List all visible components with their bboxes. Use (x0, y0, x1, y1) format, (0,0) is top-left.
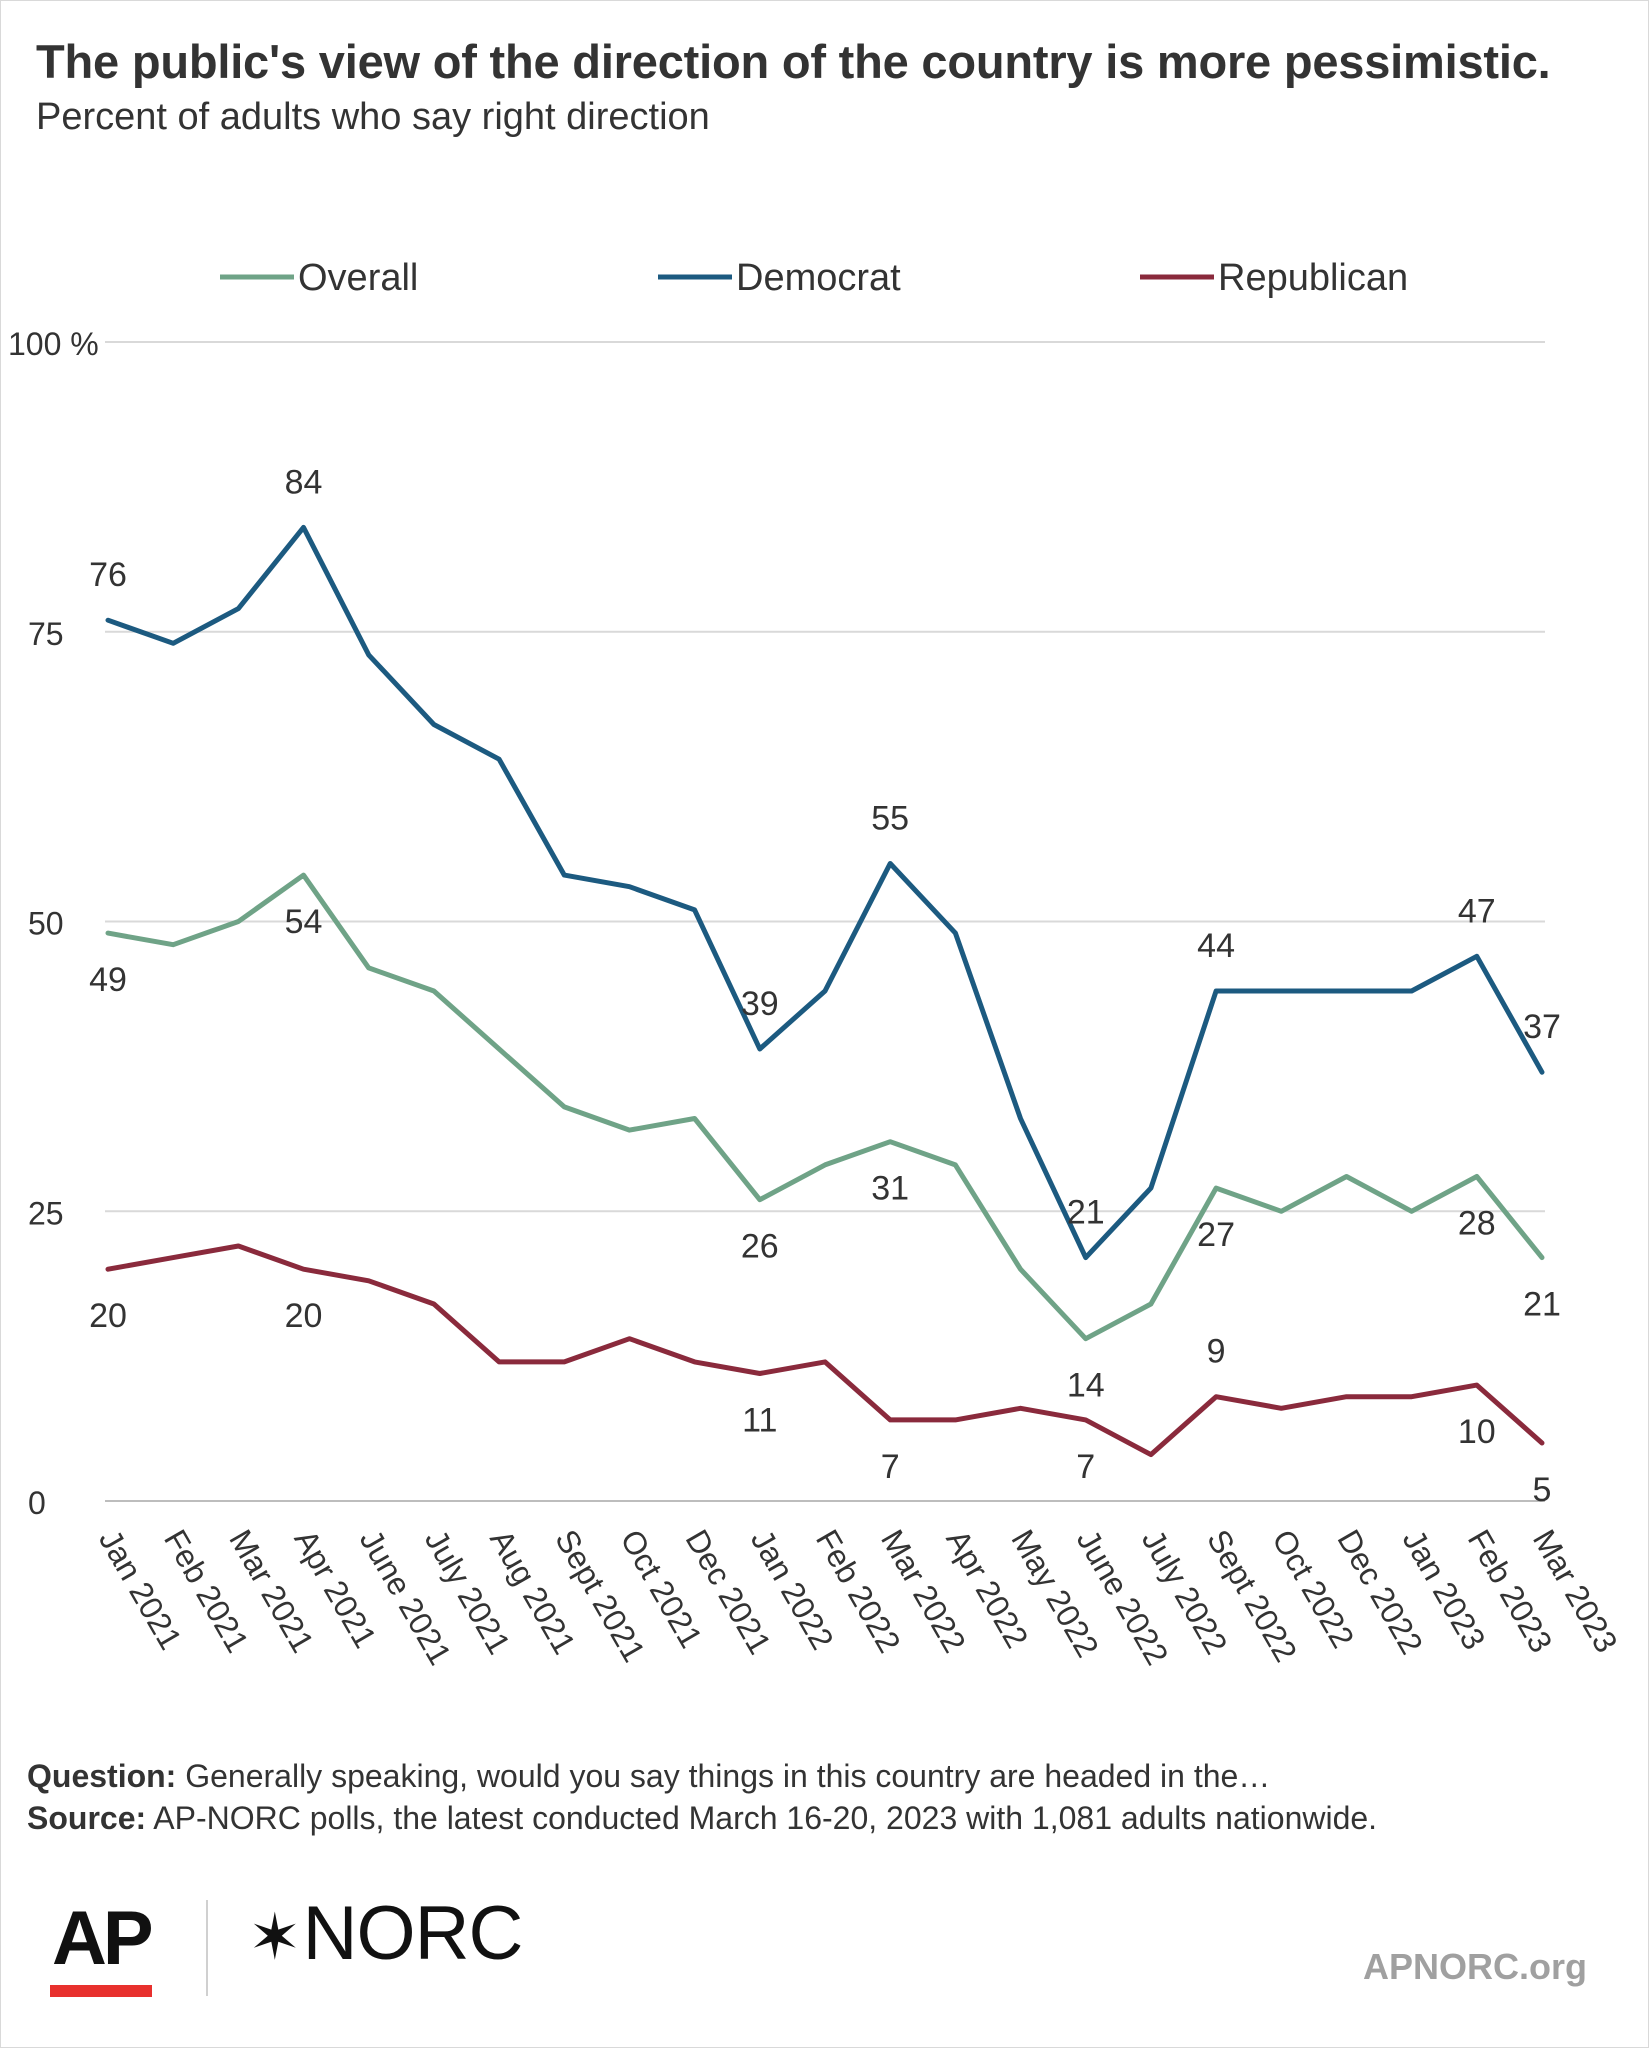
data-label-overall: 21 (1523, 1286, 1561, 1324)
source-label: Source: (27, 1800, 147, 1836)
data-label-republican: 5 (1533, 1471, 1552, 1509)
series-line-republican (105, 1243, 1545, 1458)
series-line-democrat (105, 524, 1545, 1261)
norc-logo: ✶NORC (248, 1890, 524, 1977)
y-tick-label: 100 % (8, 326, 99, 362)
data-label-overall: 28 (1458, 1204, 1496, 1242)
data-label-democrat: 37 (1523, 1008, 1561, 1046)
data-label-republican: 20 (89, 1297, 127, 1335)
chart-subtitle: Percent of adults who say right directio… (36, 96, 710, 138)
data-label-democrat: 47 (1458, 892, 1496, 930)
data-labels: 49 54 26 31 14 27 28 21 76 84 39 55 21 44 47 37 20 20 11 7 7… (89, 463, 1561, 1509)
chart-title: The public's view of the direction of th… (36, 35, 1551, 88)
legend-label-democrat: Democrat (736, 257, 901, 299)
site-link[interactable]: APNORC.org (1363, 1946, 1587, 1987)
data-label-overall: 49 (89, 961, 127, 999)
data-label-republican: 9 (1207, 1333, 1226, 1371)
y-tick-label: 50 (28, 906, 64, 942)
y-gridlines (105, 341, 1545, 1502)
series-lines (105, 524, 1545, 1458)
data-label-overall: 26 (741, 1228, 779, 1266)
series-line-overall (105, 872, 1545, 1342)
y-axis: 0 25 50 75 100 % (8, 326, 99, 1521)
data-label-republican: 11 (742, 1402, 777, 1440)
question-label: Question: (27, 1758, 177, 1794)
norc-star-icon: ✶ (248, 1901, 302, 1973)
chart-legend: Overall Democrat Republican (220, 257, 1408, 299)
legend-label-republican: Republican (1218, 257, 1408, 299)
data-label-overall: 27 (1197, 1216, 1235, 1254)
data-label-republican: 10 (1458, 1413, 1496, 1451)
data-label-democrat: 76 (89, 556, 127, 594)
question-note: Question: Generally speaking, would you … (27, 1758, 1270, 1795)
data-label-republican: 7 (1076, 1448, 1095, 1486)
y-tick-label: 25 (28, 1195, 64, 1231)
data-label-democrat: 21 (1067, 1194, 1105, 1232)
source-note: Source: AP-NORC polls, the latest conduc… (27, 1800, 1377, 1837)
ap-logo-bar (50, 1985, 152, 1997)
data-label-overall: 14 (1067, 1367, 1105, 1405)
y-tick-label: 0 (28, 1485, 46, 1521)
data-label-overall: 31 (871, 1170, 909, 1208)
ap-logo: AP (52, 1896, 154, 1981)
y-tick-label: 75 (28, 616, 64, 652)
data-label-republican: 7 (881, 1448, 900, 1486)
logo-divider (206, 1900, 208, 1996)
legend-label-overall: Overall (298, 257, 418, 299)
data-label-democrat: 84 (285, 463, 323, 501)
data-label-overall: 54 (285, 903, 323, 941)
source-text: AP-NORC polls, the latest conducted Marc… (153, 1800, 1378, 1836)
data-label-democrat: 39 (741, 985, 779, 1023)
question-text: Generally speaking, would you say things… (185, 1758, 1271, 1794)
data-label-republican: 20 (285, 1297, 323, 1335)
data-label-democrat: 44 (1197, 927, 1235, 965)
norc-logo-text: NORC (302, 1891, 524, 1976)
data-label-democrat: 55 (871, 800, 909, 838)
